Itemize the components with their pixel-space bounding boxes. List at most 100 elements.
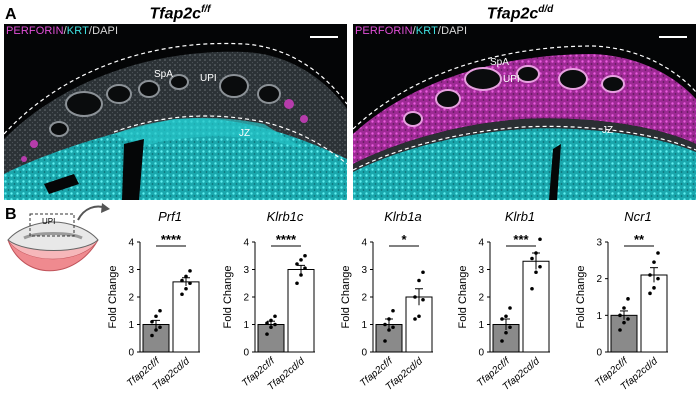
bar-ncr1-0 — [610, 314, 638, 353]
data-point-klrb1-0-1 — [504, 330, 508, 335]
micrograph-ff-image — [4, 24, 347, 200]
y-tick-label-klrb1c-0: 0 — [243, 348, 249, 359]
y-tick-label-klrb1a-3: 3 — [361, 265, 367, 276]
data-point-klrb1-1-0 — [530, 286, 534, 291]
data-point-klrb1c-1-2 — [303, 266, 307, 270]
data-point-klrb1a-0-5 — [391, 308, 395, 313]
data-point-klrb1a-0-3 — [383, 322, 387, 327]
data-point-klrb1-1-5 — [538, 237, 542, 242]
data-point-klrb1a-1-3 — [413, 295, 417, 299]
significance-label-klrb1a: * — [401, 232, 407, 247]
y-tick-label-prf1-2: 2 — [128, 293, 134, 304]
data-point-klrb1c-0-3 — [265, 321, 269, 325]
schematic-upi-label: UPI — [42, 217, 56, 226]
y-tick-label-ncr1-1: 1 — [596, 311, 602, 322]
data-point-prf1-0-2 — [158, 325, 162, 330]
data-point-klrb1-0-0 — [500, 339, 504, 343]
data-point-klrb1a-0-0 — [383, 339, 387, 343]
significance-label-klrb1c: **** — [276, 232, 297, 247]
data-point-prf1-0-4 — [154, 314, 158, 319]
y-tick-label-klrb1-1: 1 — [478, 320, 484, 331]
data-point-prf1-0-5 — [158, 308, 162, 313]
data-point-ncr1-0-4 — [622, 306, 626, 310]
data-point-klrb1-1-4 — [534, 251, 538, 255]
y-tick-label-ncr1-3: 3 — [596, 238, 602, 249]
data-point-prf1-0-0 — [150, 333, 154, 338]
y-axis-label-ncr1: Fold Change — [575, 266, 587, 329]
y-tick-label-ncr1-2: 2 — [596, 274, 602, 285]
data-point-klrb1-0-4 — [504, 314, 508, 319]
data-point-ncr1-1-4 — [652, 260, 656, 264]
label-spa-ff: SpA — [154, 69, 173, 80]
data-point-prf1-1-2 — [188, 281, 192, 286]
data-point-klrb1c-1-5 — [303, 253, 307, 258]
y-axis-label-klrb1c: Fold Change — [222, 266, 234, 329]
data-point-klrb1a-1-4 — [417, 278, 421, 283]
y-tick-label-klrb1-3: 3 — [478, 265, 484, 276]
y-axis-label-klrb1: Fold Change — [457, 266, 469, 329]
stain-legend-dd: PERFORIN/KRT/DAPI — [355, 25, 468, 37]
label-spa-dd: SpA — [490, 57, 509, 68]
bar-klrb1c-0 — [257, 324, 285, 353]
data-point-klrb1a-1-1 — [417, 314, 421, 319]
micrograph-dd-image — [353, 24, 696, 200]
data-point-klrb1-0-5 — [508, 306, 512, 310]
data-point-klrb1c-1-1 — [299, 273, 303, 277]
bar-klrb1-1 — [522, 260, 550, 353]
data-point-klrb1a-0-1 — [387, 328, 391, 332]
y-tick-label-prf1-4: 4 — [128, 238, 134, 249]
y-tick-label-klrb1c-1: 1 — [243, 320, 249, 331]
data-point-ncr1-1-3 — [648, 273, 652, 277]
chart-title-klrb1a: Klrb1a — [384, 209, 422, 224]
y-axis-label-prf1: Fold Change — [107, 266, 119, 329]
bar-klrb1c-1 — [287, 269, 315, 353]
label-upi-ff: UPI — [200, 73, 217, 84]
micrograph-dd: PERFORIN/KRT/DAPI SpA UPI JZ — [353, 24, 696, 200]
data-point-klrb1-0-2 — [508, 325, 512, 330]
y-tick-label-klrb1a-4: 4 — [361, 238, 367, 249]
data-point-klrb1a-1-0 — [413, 317, 417, 321]
y-tick-label-klrb1c-4: 4 — [243, 238, 249, 249]
y-tick-label-ncr1-0: 0 — [596, 348, 602, 359]
data-point-ncr1-1-0 — [648, 291, 652, 296]
y-tick-label-klrb1a-2: 2 — [361, 293, 367, 304]
chart-title-klrb1c: Klrb1c — [267, 209, 304, 224]
y-tick-label-prf1-0: 0 — [128, 348, 134, 359]
data-point-ncr1-0-1 — [622, 320, 626, 325]
data-point-ncr1-0-0 — [618, 328, 622, 332]
data-point-klrb1-1-2 — [538, 264, 542, 269]
chart-title-prf1: Prf1 — [158, 209, 182, 224]
bar-prf1-1 — [172, 281, 200, 353]
y-tick-label-klrb1-0: 0 — [478, 348, 484, 359]
data-point-prf1-1-1 — [184, 286, 188, 291]
label-jz-dd: JZ — [602, 125, 614, 136]
panel-a-letter: A — [5, 6, 17, 23]
data-point-prf1-1-4 — [184, 274, 188, 279]
data-point-klrb1c-0-0 — [265, 332, 269, 336]
micrograph-ff: PERFORIN/KRT/DAPI SpA UPI JZ — [4, 24, 347, 200]
significance-label-prf1: **** — [161, 232, 182, 247]
data-point-klrb1c-0-4 — [269, 318, 273, 323]
bar-klrb1a-1 — [405, 296, 433, 353]
data-point-prf1-0-3 — [150, 319, 154, 324]
data-point-ncr1-1-1 — [652, 286, 656, 290]
chart-title-ncr1: Ncr1 — [624, 209, 651, 224]
data-point-klrb1c-1-4 — [299, 258, 303, 262]
label-jz-ff: JZ — [239, 128, 251, 139]
data-point-klrb1-1-3 — [530, 256, 534, 261]
data-point-ncr1-0-3 — [618, 313, 622, 318]
chart-title-klrb1: Klrb1 — [505, 209, 535, 224]
data-point-klrb1c-0-2 — [273, 322, 277, 327]
significance-label-ncr1: ** — [634, 232, 645, 247]
data-point-klrb1c-1-0 — [295, 281, 299, 286]
y-tick-label-klrb1c-2: 2 — [243, 293, 249, 304]
data-point-ncr1-1-5 — [656, 251, 660, 255]
stain-legend-ff: PERFORIN/KRT/DAPI — [6, 25, 119, 37]
scale-bar-ff — [310, 36, 338, 38]
panel-b-letter: B — [5, 206, 17, 223]
y-tick-label-klrb1c-3: 3 — [243, 265, 249, 276]
data-point-prf1-1-5 — [188, 269, 192, 273]
label-upi-dd: UPI — [503, 74, 520, 85]
genotype-title-left: Tfap2cf/f — [149, 4, 211, 23]
data-point-ncr1-0-5 — [626, 297, 630, 301]
